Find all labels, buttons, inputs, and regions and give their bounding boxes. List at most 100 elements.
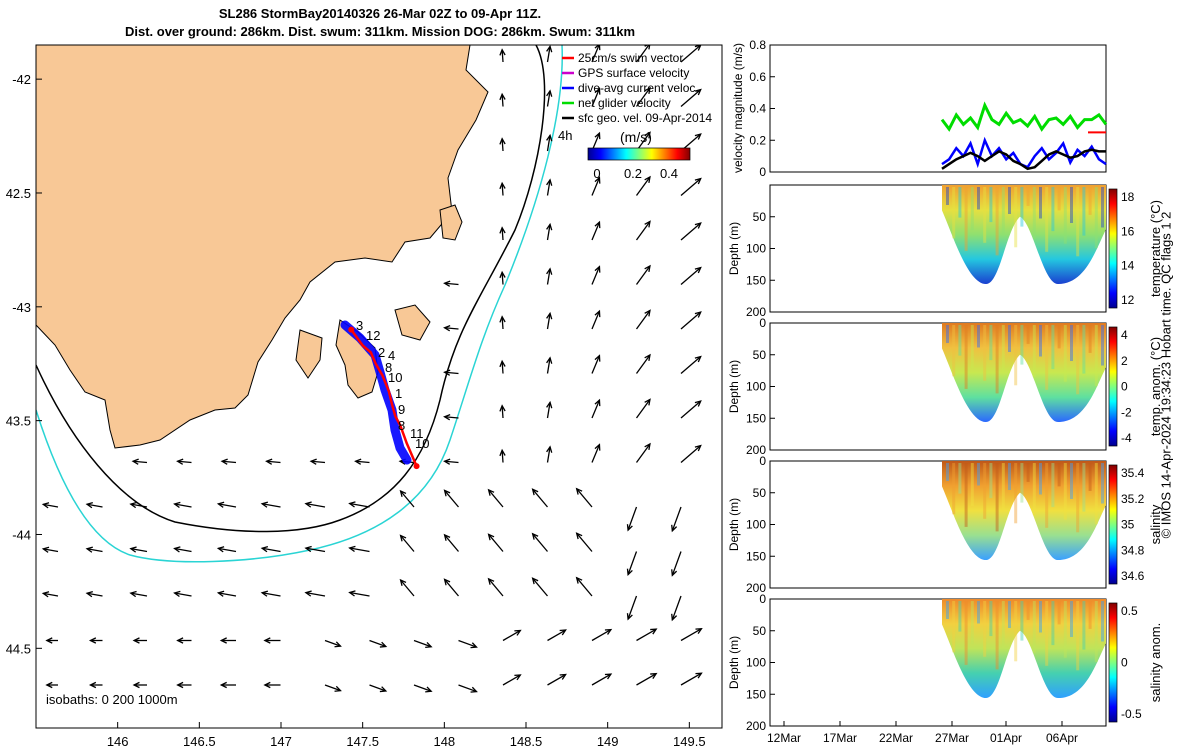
legend-label: GPS surface velocity — [578, 66, 689, 80]
geo-velocity-arrow — [305, 547, 326, 553]
geo-velocity-arrowhead — [546, 89, 553, 97]
geo-velocity-arrow — [680, 178, 702, 196]
geo-velocity-arrow — [86, 503, 103, 508]
geo-velocity-arrowhead — [487, 533, 495, 541]
land-maria-island — [439, 204, 463, 241]
land-bruny-island — [295, 329, 323, 379]
geo-velocity-arrowhead — [644, 86, 651, 94]
geo-velocity-arrow — [501, 183, 504, 196]
geo-velocity-arrow — [635, 265, 651, 285]
geo-velocity-arrow — [680, 311, 702, 330]
section-streak — [1045, 601, 1049, 666]
track-day-label: 2 — [378, 345, 385, 360]
section-streak — [983, 463, 987, 519]
section-streak — [946, 325, 949, 343]
geo-velocity-arrow — [501, 138, 504, 152]
colorbar-label: salinity anom. — [1148, 623, 1163, 702]
geo-velocity-arrowhead — [443, 280, 451, 287]
colorbar-tick-label: 14 — [1121, 259, 1135, 273]
geo-velocity-arrow — [680, 445, 702, 463]
geo-velocity-arrowhead — [594, 131, 601, 140]
section-streak — [958, 187, 962, 218]
geo-velocity-arrow — [627, 551, 638, 575]
geo-velocity-arrow — [218, 547, 237, 553]
geo-velocity-arrowhead — [594, 220, 601, 229]
map-y-tick-label: -42 — [12, 72, 31, 87]
geo-velocity-arrowhead — [443, 533, 451, 541]
geo-velocity-arrow — [591, 177, 601, 196]
geo-velocity-arrowhead — [443, 458, 451, 465]
section-streak — [1039, 187, 1042, 219]
geo-velocity-arrowhead — [176, 637, 184, 644]
section-streak — [1039, 463, 1042, 495]
depth-ylabel: Depth (m) — [728, 636, 741, 689]
geo-velocity-arrow — [501, 227, 504, 241]
chart-title-line2: Dist. over ground: 286km. Dist. swum: 31… — [124, 24, 636, 39]
velocity-panel-frame — [769, 44, 1107, 173]
section-streak — [1001, 187, 1005, 235]
colorbar-tick-label: 34.6 — [1121, 569, 1145, 583]
isobath-1000m — [36, 45, 563, 563]
geo-velocity-arrow — [310, 460, 326, 464]
section-streak — [1045, 187, 1049, 252]
geo-velocity-arrowhead — [644, 131, 651, 139]
geo-velocity-arrowhead — [594, 176, 601, 184]
geo-velocity-arrowhead — [626, 524, 633, 532]
geo-velocity-arrowhead — [531, 488, 539, 496]
depth-section-fill — [942, 599, 1106, 699]
geo-velocity-arrowhead — [650, 672, 658, 679]
geo-velocity-arrowhead — [695, 672, 703, 679]
map-panel: 146 146.5 147 147.5 148 148.5 149 149.5 -4242.5… — [6, 44, 723, 749]
map-frame — [35, 44, 723, 729]
section-streak — [1001, 601, 1005, 649]
track-day-label: 10 — [388, 370, 402, 385]
section-streak — [952, 601, 956, 653]
legend-label: sfc geo. vel. 09-Apr-2014 — [578, 111, 712, 125]
geo-velocity-arrow — [86, 548, 103, 553]
colorbar-tick-label: 35 — [1121, 518, 1135, 532]
geo-velocity-arrow — [444, 579, 459, 597]
section-streak — [1008, 325, 1011, 352]
depth-y-tick-label: 0 — [759, 316, 766, 330]
vel-y-tick-label: 0.8 — [749, 38, 766, 52]
geo-velocity-arrow — [635, 87, 651, 107]
section-streak — [958, 463, 962, 494]
depth-section-fill — [942, 461, 1106, 561]
map-x-tick-label: 148.5 — [510, 734, 543, 749]
section-streak — [1088, 187, 1092, 215]
track-start-marker — [348, 326, 355, 333]
geo-velocity-arrow — [576, 532, 593, 552]
map-y-tick-label: 43.5 — [6, 414, 31, 429]
geo-velocity-arrowhead — [546, 222, 553, 231]
legend-time-label: 4h — [558, 128, 572, 143]
section-streak — [983, 325, 987, 381]
land-forestier — [394, 304, 431, 341]
legend-label: dive-avg current veloc. — [578, 81, 699, 95]
speed-colorbar — [587, 147, 691, 161]
geo-velocity-arrow — [349, 502, 370, 508]
depth-y-tick-label: 50 — [753, 348, 767, 362]
geo-velocity-arrow — [174, 547, 192, 553]
section-streak — [964, 325, 968, 389]
geo-velocity-arrowhead — [499, 226, 506, 234]
geo-velocity-arrow — [444, 371, 459, 375]
geo-velocity-arrowhead — [644, 309, 651, 317]
section-streak — [970, 463, 974, 507]
geo-velocity-arrow — [444, 490, 459, 508]
geo-velocity-arrowhead — [575, 487, 583, 495]
geo-velocity-arrowhead — [470, 642, 478, 649]
track-day-label: 10 — [415, 436, 429, 451]
geo-velocity-arrow — [680, 267, 702, 285]
colorbar-tick-label: 16 — [1121, 224, 1135, 238]
depth-y-tick-label: 150 — [746, 411, 766, 425]
map-x-tick-label: 146.5 — [183, 734, 216, 749]
legend-label: net glider velocity — [578, 96, 671, 110]
geo-velocity-arrowhead — [45, 681, 53, 689]
colorbar-tick-label: 0.5 — [1121, 604, 1138, 618]
geo-velocity-arrowhead — [399, 578, 407, 586]
geo-velocity-arrow — [547, 629, 566, 642]
section-streak — [1076, 601, 1080, 671]
geo-velocity-arrow — [501, 405, 504, 419]
section-streak — [1020, 601, 1024, 641]
